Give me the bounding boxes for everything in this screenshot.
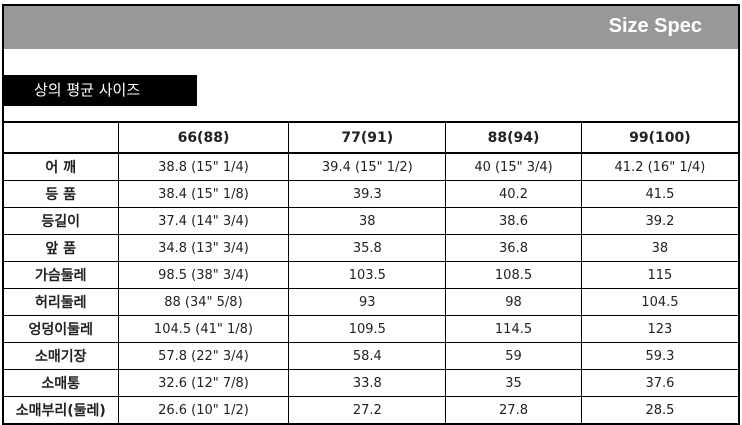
table-cell: 33.8 xyxy=(288,369,447,397)
table-row: 어 깨 38.8 (15" 1/4) 39.4 (15" 1/2) 40 (15" 3… xyxy=(2,152,740,181)
table-cell: 26.6 (10" 1/2) xyxy=(117,396,290,425)
table-cell: 41.2 (16" 1/4) xyxy=(580,152,740,181)
table-cell: 98 xyxy=(445,288,582,316)
table-cell: 98.5 (38" 3/4) xyxy=(117,261,290,289)
table-cell: 93 xyxy=(288,288,447,316)
table-cell: 38 xyxy=(288,207,447,235)
table-row: 엉덩이둘레 104.5 (41" 1/8) 109.5 114.5 123 xyxy=(2,315,740,343)
table-row: 등길이 37.4 (14" 3/4) 38 38.6 39.2 xyxy=(2,207,740,235)
size-table: 66(88) 77(91) 88(94) 99(100) 어 깨 38.8 (15… xyxy=(2,121,740,425)
table-row: 허리둘레 88 (34" 5/8) 93 98 104.5 xyxy=(2,288,740,316)
title-banner: Size Spec xyxy=(4,6,738,49)
table-cell: 123 xyxy=(580,315,740,343)
table-header-row: 66(88) 77(91) 88(94) 99(100) xyxy=(2,121,740,154)
table-cell: 36.8 xyxy=(445,234,582,262)
row-label: 소매통 xyxy=(2,369,119,397)
table-cell: 27.2 xyxy=(288,396,447,425)
table-cell: 38 xyxy=(580,234,740,262)
section-label: 상의 평균 사이즈 xyxy=(4,75,197,106)
table-row: 소매부리(둘레) 26.6 (10" 1/2) 27.2 27.8 28.5 xyxy=(2,396,740,425)
column-header xyxy=(2,121,119,154)
table-cell: 28.5 xyxy=(580,396,740,425)
table-cell: 59.3 xyxy=(580,342,740,370)
table-cell: 109.5 xyxy=(288,315,447,343)
table-cell: 108.5 xyxy=(445,261,582,289)
table-cell: 39.3 xyxy=(288,180,447,208)
table-cell: 39.4 (15" 1/2) xyxy=(288,152,447,181)
row-label: 소매부리(둘레) xyxy=(2,396,119,425)
column-header: 66(88) xyxy=(117,121,290,154)
table-cell: 114.5 xyxy=(445,315,582,343)
table-cell: 38.4 (15" 1/8) xyxy=(117,180,290,208)
table-cell: 59 xyxy=(445,342,582,370)
column-header: 77(91) xyxy=(288,121,447,154)
table-cell: 39.2 xyxy=(580,207,740,235)
table-row: 가슴둘레 98.5 (38" 3/4) 103.5 108.5 115 xyxy=(2,261,740,289)
row-label: 가슴둘레 xyxy=(2,261,119,289)
table-cell: 104.5 xyxy=(580,288,740,316)
column-header: 88(94) xyxy=(445,121,582,154)
column-header: 99(100) xyxy=(580,121,740,154)
page-title: Size Spec xyxy=(608,15,702,37)
size-spec-frame: Size Spec 상의 평균 사이즈 66(88) 77(91) 88(94)… xyxy=(2,4,740,425)
table-cell: 103.5 xyxy=(288,261,447,289)
table-cell: 35 xyxy=(445,369,582,397)
table-cell: 37.6 xyxy=(580,369,740,397)
table-cell: 40 (15" 3/4) xyxy=(445,152,582,181)
table-cell: 57.8 (22" 3/4) xyxy=(117,342,290,370)
row-label: 앞 품 xyxy=(2,234,119,262)
table-cell: 35.8 xyxy=(288,234,447,262)
table-cell: 38.8 (15" 1/4) xyxy=(117,152,290,181)
table-cell: 38.6 xyxy=(445,207,582,235)
table-cell: 34.8 (13" 3/4) xyxy=(117,234,290,262)
table-cell: 104.5 (41" 1/8) xyxy=(117,315,290,343)
row-label: 등 품 xyxy=(2,180,119,208)
table-cell: 88 (34" 5/8) xyxy=(117,288,290,316)
row-label: 허리둘레 xyxy=(2,288,119,316)
table-cell: 58.4 xyxy=(288,342,447,370)
table-row: 앞 품 34.8 (13" 3/4) 35.8 36.8 38 xyxy=(2,234,740,262)
table-row: 소매통 32.6 (12" 7/8) 33.8 35 37.6 xyxy=(2,369,740,397)
row-label: 등길이 xyxy=(2,207,119,235)
table-cell: 32.6 (12" 7/8) xyxy=(117,369,290,397)
table-cell: 41.5 xyxy=(580,180,740,208)
table-cell: 27.8 xyxy=(445,396,582,425)
table-cell: 115 xyxy=(580,261,740,289)
row-label: 엉덩이둘레 xyxy=(2,315,119,343)
row-label: 소매기장 xyxy=(2,342,119,370)
table-row: 소매기장 57.8 (22" 3/4) 58.4 59 59.3 xyxy=(2,342,740,370)
table-cell: 37.4 (14" 3/4) xyxy=(117,207,290,235)
table-row: 등 품 38.4 (15" 1/8) 39.3 40.2 41.5 xyxy=(2,180,740,208)
row-label: 어 깨 xyxy=(2,152,119,181)
table-cell: 40.2 xyxy=(445,180,582,208)
